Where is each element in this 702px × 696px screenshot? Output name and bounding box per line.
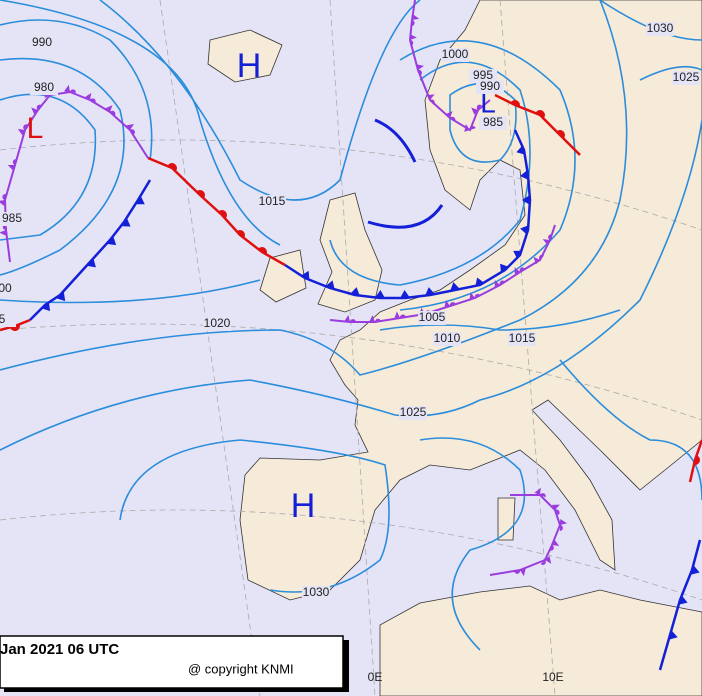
isobar-label: 1015 [259,194,286,208]
low-center: L [480,87,496,118]
label-backdrop [646,22,674,36]
isobar-label: 990 [480,79,500,93]
label-backdrop [203,317,231,331]
isobar-label: 980 [34,80,54,94]
isobar-label: 1005 [419,310,446,324]
label-backdrop [469,69,497,83]
isobar-label: 1020 [204,316,231,330]
longitude-label: 10E [542,670,563,684]
label-backdrop [476,80,504,94]
caption-date: Jan 2021 06 UTC [0,641,119,658]
caption-copyright: @ copyright KNMI [188,661,294,676]
high-center: H [291,487,316,525]
label-backdrop [433,332,461,346]
pressure-centers: H L H L [27,47,496,525]
label-backdrop [28,36,56,50]
isobar-label: 1010 [434,331,461,345]
isobar-label: 1030 [647,21,674,35]
caption-box: Jan 2021 06 UTC @ copyright KNMI [0,635,349,692]
high-center: H [237,47,262,85]
label-backdrop [418,311,446,325]
isobar-label: 1025 [400,405,427,419]
low-center: L [27,112,44,145]
label-backdrop [0,282,19,296]
isobar-label: 00 [0,281,12,295]
longitude-label: 0E [368,670,383,684]
label-backdrop [30,81,58,95]
label-backdrop [399,406,427,420]
label-backdrop [672,71,700,85]
label-backdrop [0,313,16,327]
isobar-label: 1000 [442,47,469,61]
label-backdrop [508,332,536,346]
isobar-label: 1030 [303,585,330,599]
fronts [0,0,702,671]
isobar-label: 995 [473,68,493,82]
label-backdrop [441,48,469,62]
isobar-label: 1015 [509,331,536,345]
label-backdrop [302,586,330,600]
label-backdrop [258,195,286,209]
isobar-label: 1025 [673,70,700,84]
caption-panel [0,635,344,689]
isobar-label: 985 [2,211,22,225]
isobar-label: 990 [32,35,52,49]
isobar-label: 5 [0,312,6,326]
isobar-label: 985 [483,115,503,129]
label-backdrop [479,116,507,130]
label-backdrop [0,212,26,226]
